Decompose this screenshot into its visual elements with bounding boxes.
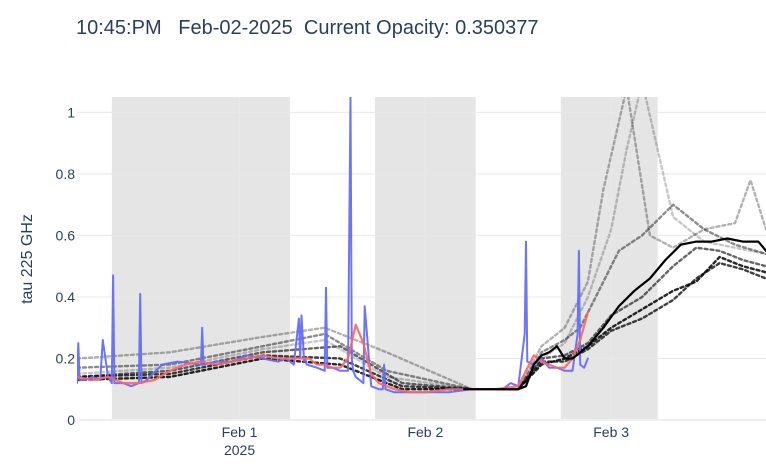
y-tick-label-0: 0: [67, 412, 75, 428]
forecast-dashed-series-7: [77, 97, 766, 391]
forecast-dashed-series-8: [77, 97, 766, 391]
series-group: [77, 97, 766, 394]
x-tick-labels: Feb 1 2025 Feb 2 Feb 3: [222, 424, 630, 458]
x-tick-label-2: Feb 3: [593, 424, 629, 440]
y-tick-label-4: 0.8: [56, 166, 76, 182]
y-tick-label-3: 0.6: [56, 227, 76, 243]
forecast-dashed-series-6: [77, 203, 766, 391]
y-tick-label-1: 0.2: [56, 350, 76, 366]
y-tick-labels: 0 0.2 0.4 0.6 0.8 1: [56, 104, 76, 428]
smoothed-series-1: [77, 311, 590, 394]
x-tick-sublabel-0: 2025: [224, 442, 255, 458]
night-band-2: [560, 97, 658, 420]
y-axis-title: tau 225 GHz: [19, 214, 36, 304]
forecast-solid-series-2: [463, 237, 766, 391]
x-tick-label-0: Feb 1: [222, 424, 258, 440]
forecast-dashed-series-5: [77, 246, 766, 391]
forecast-dashed-series-4: [77, 261, 766, 391]
y-tick-label-5: 1: [67, 104, 75, 120]
gridlines: [77, 97, 766, 421]
y-tick-label-2: 0.4: [56, 289, 76, 305]
chart-title: 10:45:PM Feb-02-2025 Current Opacity: 0.…: [76, 17, 539, 39]
x-tick-label-1: Feb 2: [407, 424, 443, 440]
